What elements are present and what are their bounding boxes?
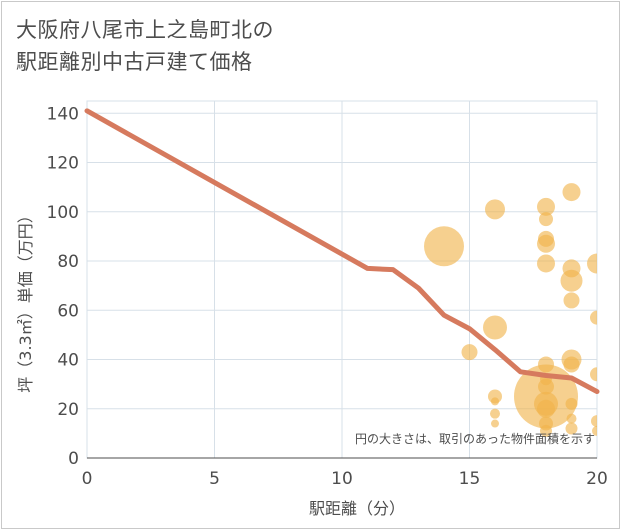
data-bubble <box>562 183 581 202</box>
data-bubble <box>491 419 499 428</box>
y-tick-label: 120 <box>47 154 79 174</box>
average-price-line <box>84 108 600 395</box>
bubble-layer <box>424 183 597 437</box>
y-tick-label: 0 <box>68 449 79 469</box>
data-bubble <box>592 425 597 436</box>
x-tick-label: 15 <box>459 469 481 489</box>
chart-title-line1: 大阪府八尾市上之島町北の <box>16 18 274 42</box>
data-bubble <box>537 399 555 418</box>
data-bubble <box>537 254 555 273</box>
data-bubble <box>565 422 578 435</box>
data-bubble <box>537 234 555 253</box>
data-bubble <box>537 197 555 216</box>
data-bubble <box>485 199 505 220</box>
chart-title-line2: 駅距離別中古戸建て価格 <box>16 50 253 74</box>
data-bubble <box>587 253 597 274</box>
x-tick-label: 5 <box>209 469 220 489</box>
x-tick-label: 0 <box>82 469 93 489</box>
data-bubble <box>591 415 597 428</box>
data-bubble <box>461 344 478 361</box>
data-bubble <box>590 367 597 382</box>
data-bubble <box>566 413 577 424</box>
y-tick-label: 60 <box>57 301 79 321</box>
axes: 0 20 40 60 80 100 120 140 0 5 10 15 20 <box>47 104 608 489</box>
data-bubble <box>490 408 500 419</box>
y-axis-label: 坪（3.3㎡）単価（万円） <box>16 207 35 392</box>
size-note: 円の大きさは、取引のあった物件面積を示す <box>355 431 595 446</box>
y-tick-label: 100 <box>47 203 79 223</box>
x-tick-label: 20 <box>586 469 608 489</box>
data-bubble <box>563 292 580 309</box>
data-bubble <box>565 397 578 410</box>
data-bubble <box>590 310 597 325</box>
data-bubble <box>563 356 580 373</box>
trend-line-layer <box>84 108 600 395</box>
data-bubble <box>483 315 507 340</box>
data-bubble <box>424 226 464 267</box>
data-bubble <box>540 424 552 437</box>
data-bubble <box>560 269 583 292</box>
y-tick-label: 80 <box>57 252 79 272</box>
chart-title: 大阪府八尾市上之島町北の 駅距離別中古戸建て価格 <box>16 14 274 78</box>
data-bubble <box>539 212 553 227</box>
data-bubble <box>491 397 499 406</box>
x-tick-label: 10 <box>331 469 353 489</box>
y-tick-label: 20 <box>57 400 79 420</box>
y-tick-label: 40 <box>57 351 79 371</box>
x-axis-label: 駅距離（分） <box>309 499 405 518</box>
y-tick-label: 140 <box>47 104 79 124</box>
